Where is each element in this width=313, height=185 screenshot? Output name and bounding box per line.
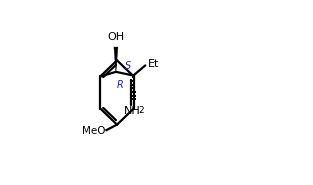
Text: R: R [117, 80, 124, 90]
Text: S: S [125, 61, 131, 71]
Text: MeO: MeO [82, 126, 105, 136]
Text: OH: OH [107, 32, 125, 42]
Text: 2: 2 [139, 106, 144, 115]
Polygon shape [114, 47, 118, 72]
Text: Et: Et [147, 59, 159, 69]
Text: NH: NH [124, 106, 140, 116]
